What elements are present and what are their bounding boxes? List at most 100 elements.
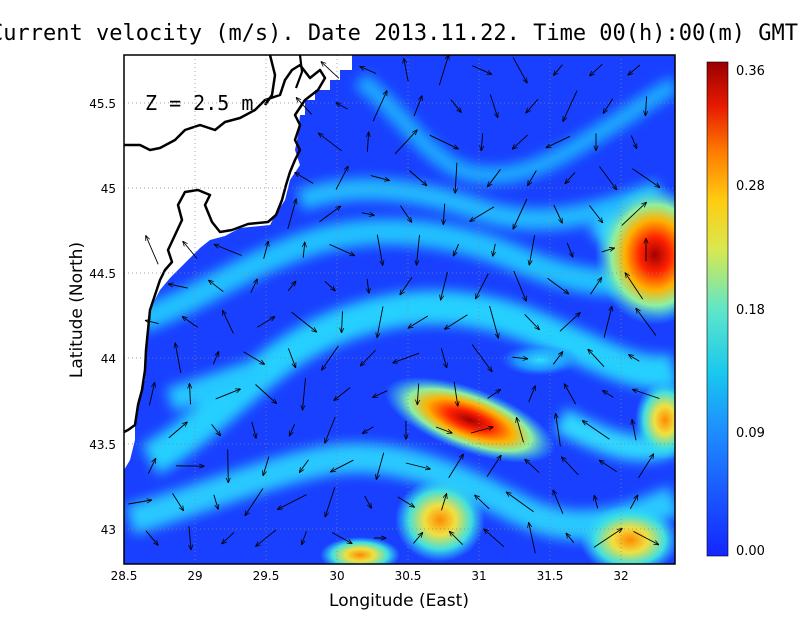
velocity-arrow (263, 241, 269, 259)
velocity-arrow (603, 98, 614, 113)
velocity-arrow (367, 132, 368, 152)
velocity-arrow (630, 135, 636, 149)
velocity-arrow (319, 206, 341, 223)
velocity-arrow (512, 357, 527, 359)
velocity-arrow (484, 529, 505, 548)
velocity-arrow (251, 421, 256, 438)
x-axis-label: Longitude (East) (329, 591, 469, 611)
velocity-arrow (303, 242, 305, 258)
velocity-arrow (145, 530, 158, 545)
velocity-arrow (182, 317, 198, 328)
velocity-arrow (513, 270, 526, 301)
velocity-arrow (443, 203, 444, 225)
x-tick-labels: 28.5 29 29.5 30 30.5 31 31.5 32 (111, 569, 629, 583)
velocity-arrow (564, 384, 577, 405)
velocity-arrow (287, 348, 295, 367)
y-tick-label: 44 (101, 352, 116, 366)
velocity-arrow (638, 454, 653, 479)
velocity-arrow (546, 135, 571, 147)
colorbar (706, 61, 729, 557)
figure-title: Current velocity (m/s). Date 2013.11.22.… (0, 21, 798, 46)
velocity-arrow (589, 205, 602, 222)
velocity-arrow (243, 351, 265, 364)
velocity-arrow (372, 91, 387, 122)
velocity-arrow (455, 162, 457, 193)
velocity-arrow (404, 59, 409, 82)
velocity-arrow (291, 311, 317, 332)
velocity-arrow (633, 390, 660, 399)
velocity-arrow (636, 308, 657, 336)
velocity-arrow (450, 99, 461, 113)
velocity-arrow (405, 462, 430, 469)
velocity-arrow (319, 133, 342, 152)
velocity-arrow (373, 390, 388, 398)
depth-label: Z = 2.5 m (145, 91, 253, 115)
velocity-arrow (413, 533, 422, 544)
y-tick-label: 43 (101, 523, 116, 537)
y-tick-label: 45.5 (89, 97, 116, 111)
velocity-arrow (601, 248, 615, 253)
velocity-arrow (470, 206, 495, 222)
velocity-arrow (168, 422, 187, 439)
velocity-arrow (512, 134, 528, 149)
x-tick-label: 29.5 (253, 569, 280, 583)
velocity-arrow (470, 427, 493, 434)
velocity-arrow (377, 306, 384, 337)
velocity-arrow (360, 67, 377, 74)
velocity-arrow (209, 280, 224, 293)
velocity-arrow (322, 345, 339, 370)
velocity-arrow (493, 243, 496, 256)
velocity-arrow (517, 418, 524, 443)
velocity-arrow (175, 343, 182, 373)
x-tick-label: 28.5 (111, 569, 138, 583)
velocity-arrow (633, 531, 658, 544)
velocity-arrow (559, 313, 580, 332)
velocity-arrow (506, 492, 534, 513)
velocity-arrow (263, 456, 270, 476)
velocity-arrow (214, 245, 242, 256)
velocity-arrow (435, 426, 452, 433)
velocity-arrow (336, 103, 349, 110)
velocity-arrow (453, 243, 460, 256)
velocity-arrow (211, 424, 221, 435)
velocity-arrow (250, 279, 257, 293)
velocity-arrow (245, 488, 264, 516)
velocity-arrow (488, 169, 501, 186)
velocity-arrow (594, 496, 599, 509)
velocity-arrow (593, 529, 622, 548)
velocity-arrow (183, 241, 198, 259)
velocity-arrow (324, 280, 335, 290)
velocity-arrow (168, 284, 188, 289)
velocity-arrow (489, 305, 499, 338)
velocity-arrow (400, 205, 411, 222)
velocity-arrow (331, 459, 354, 472)
velocity-arrow (334, 387, 351, 401)
grid-lines (124, 55, 675, 564)
velocity-arrow (632, 168, 659, 188)
velocity-arrow (445, 314, 468, 329)
velocity-arrow (441, 271, 448, 300)
velocity-arrow (529, 235, 536, 265)
velocity-arrow (632, 420, 637, 441)
velocity-arrow (429, 134, 458, 149)
velocity-arrow (565, 172, 576, 183)
x-tick-label: 31 (471, 569, 486, 583)
velocity-arrow (599, 460, 617, 472)
y-tick-label: 45 (101, 182, 116, 196)
y-axis-label: Latitude (North) (67, 242, 87, 378)
velocity-arrow (562, 457, 579, 476)
velocity-arrow (325, 487, 336, 516)
velocity-arrow (554, 64, 563, 76)
velocity-arrow (449, 531, 463, 545)
colorbar-tick-label: 0.09 (736, 426, 765, 441)
velocity-arrow (222, 531, 235, 543)
velocity-arrow (223, 311, 234, 334)
velocity-arrow (588, 349, 605, 368)
velocity-arrow (645, 96, 646, 115)
velocity-arrow (566, 242, 573, 257)
velocity-arrow (472, 65, 491, 75)
velocity-arrow (360, 349, 376, 366)
velocity-arrow (376, 452, 385, 480)
velocity-arrow (400, 277, 413, 294)
